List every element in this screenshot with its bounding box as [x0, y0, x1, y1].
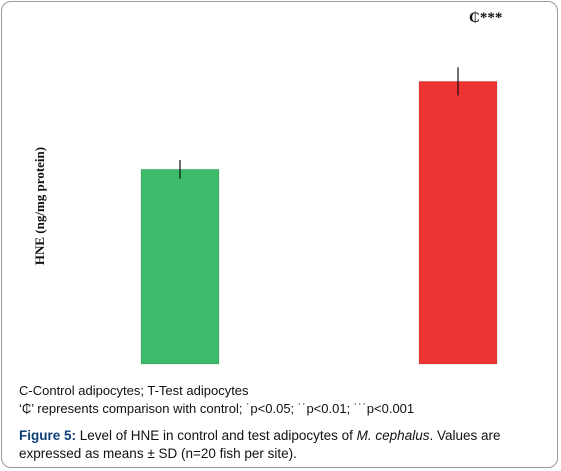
y-axis-label: HNE (ng/mg protein)	[32, 146, 47, 266]
bar-chart	[140, 67, 498, 365]
significance-annotation: ₵***	[469, 10, 503, 26]
y-axis-label-wrap: HNE (ng/mg protein)	[24, 106, 56, 306]
caption-label: Figure 5:	[19, 428, 77, 443]
bar-T	[418, 80, 498, 365]
legend-line-2: ‘₵’ represents comparison with control; …	[19, 401, 415, 416]
caption-text-after: . Values are expressed as means ± SD (n=…	[19, 428, 501, 461]
legend-line-1: C-Control adipocytes; T-Test adipocytes	[19, 383, 249, 398]
caption-text-before: Level of HNE in control and test adipocy…	[76, 428, 357, 443]
figure-caption: Figure 5: Level of HNE in control and te…	[19, 427, 549, 463]
bar-C	[140, 168, 220, 365]
caption-species: M. cephalus	[356, 428, 430, 443]
